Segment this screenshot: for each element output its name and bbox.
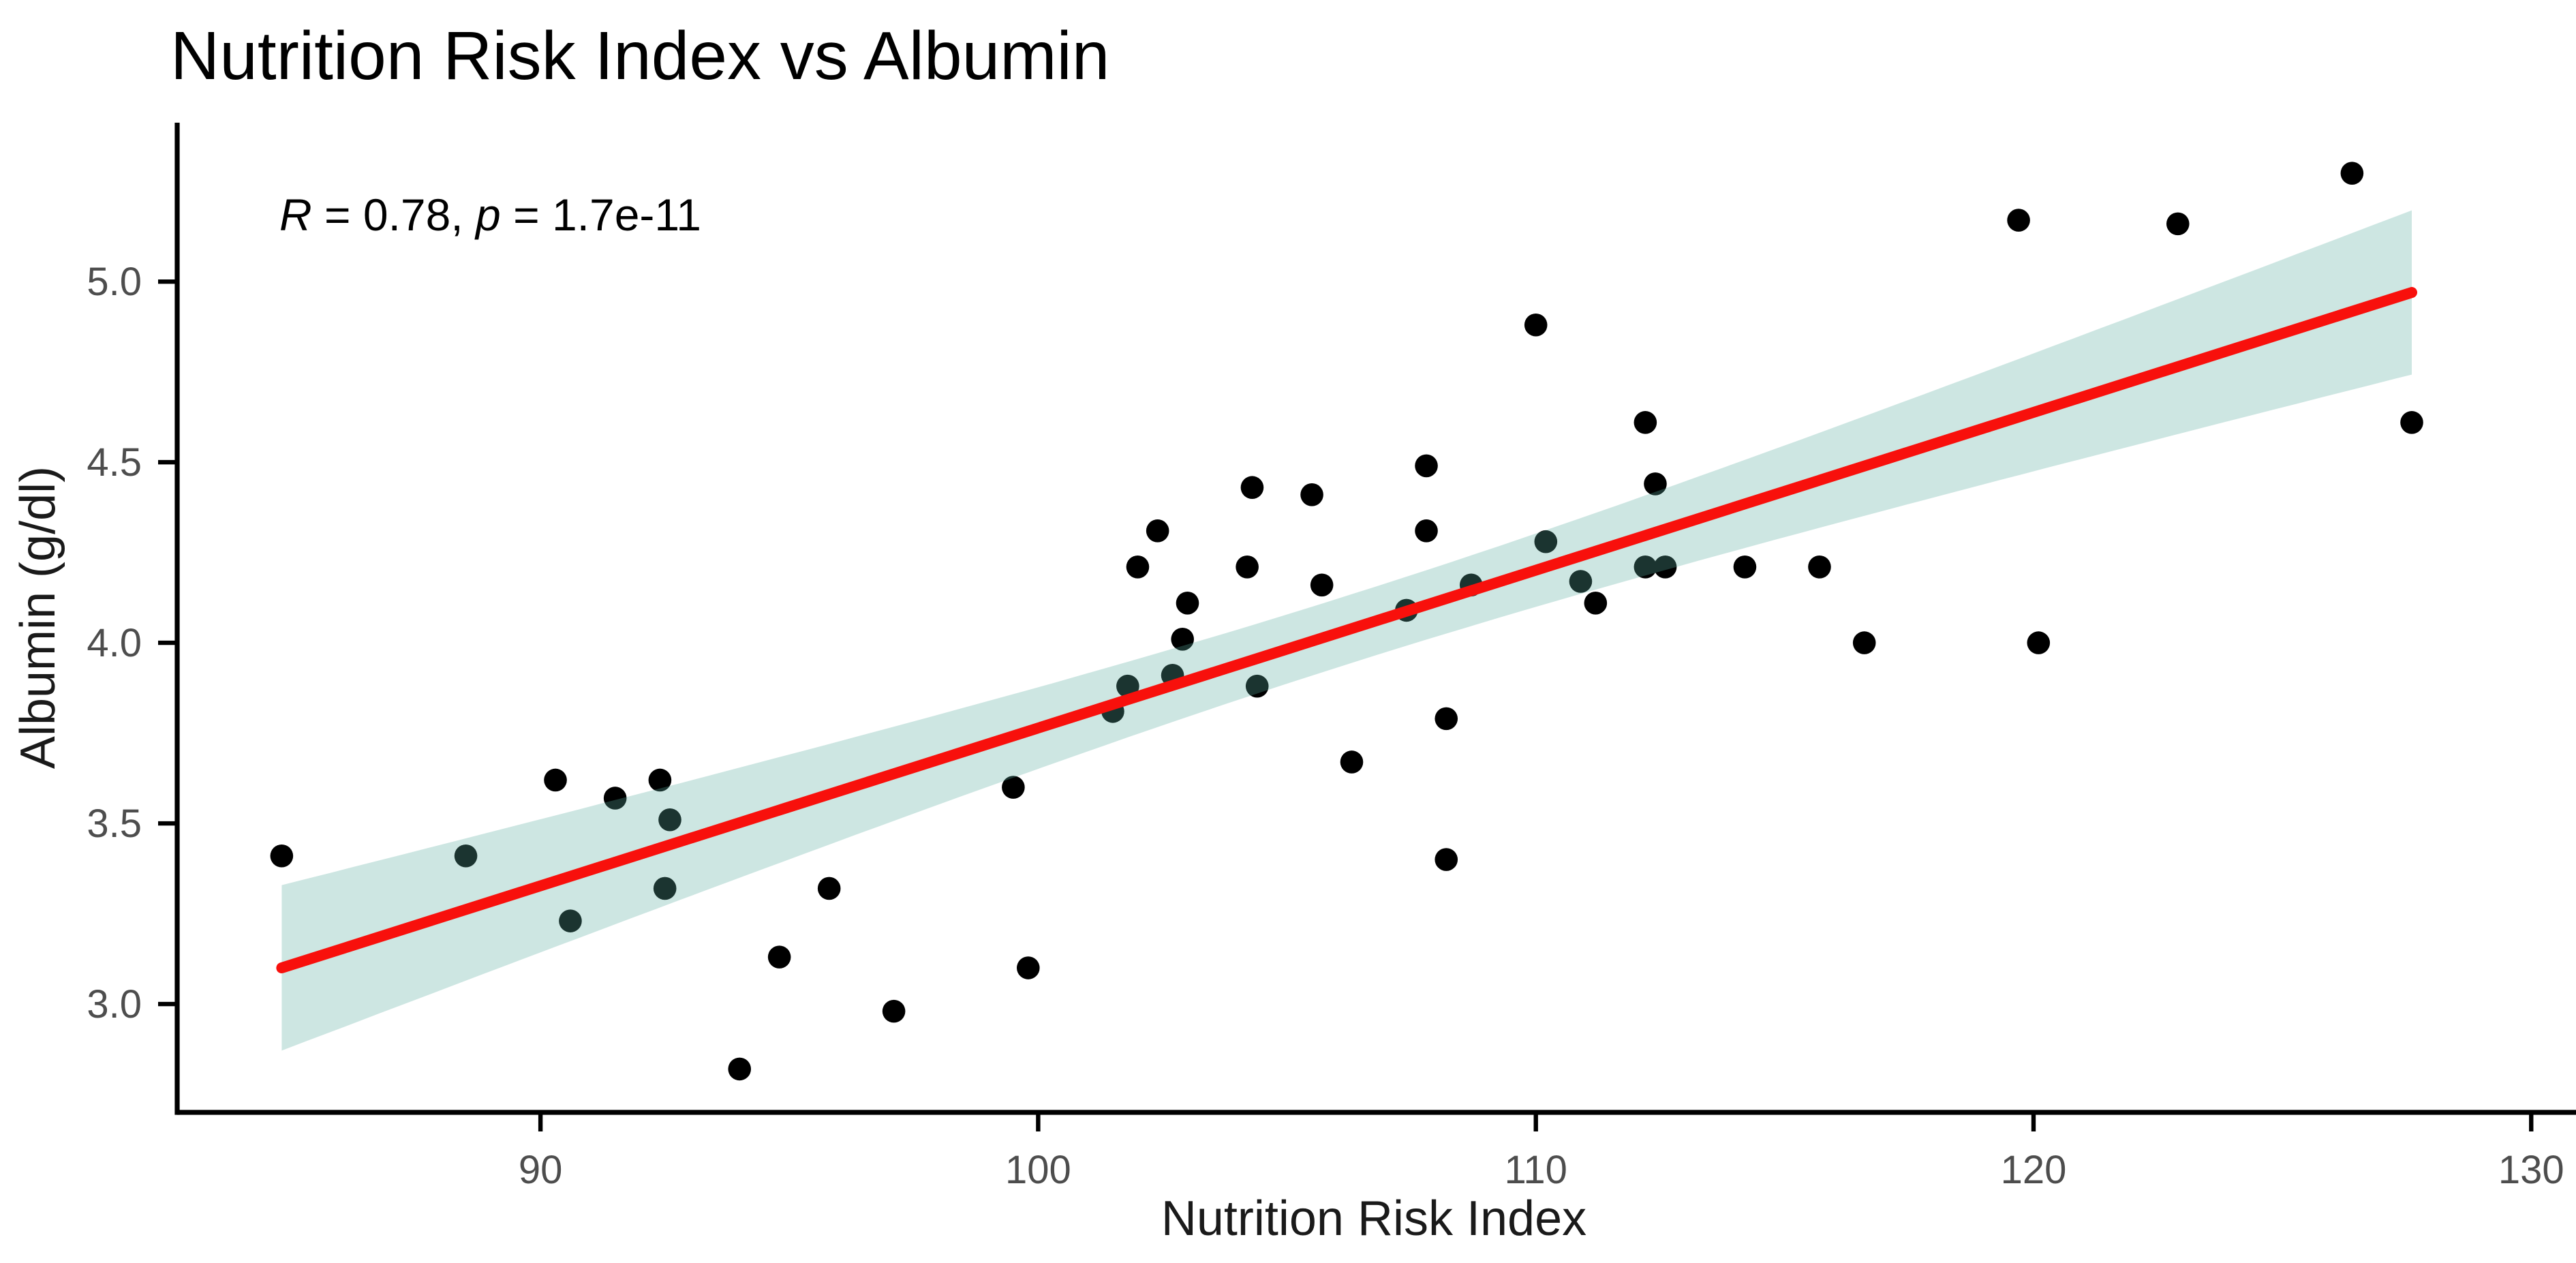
x-tick-label: 120 [2001,1148,2067,1192]
y-tick-label: 3.0 [87,982,142,1026]
data-point [559,909,582,932]
x-tick-label: 100 [1005,1148,1071,1192]
x-tick-label: 130 [2498,1148,2564,1192]
r-symbol: R [279,189,312,240]
x-tick-label: 110 [1504,1148,1567,1192]
data-point [2007,209,2030,232]
data-point [728,1057,752,1081]
y-tick-label: 4.5 [87,440,142,485]
data-point [1016,956,1040,979]
y-tick-label: 4.0 [87,621,142,665]
p-value: = 1.7e-11 [501,189,701,240]
data-point [1236,556,1259,579]
scatter-points [270,162,2423,1081]
x-tick-label: 90 [519,1148,563,1192]
data-point [817,877,841,900]
data-point [2166,212,2190,236]
data-point [1171,627,1194,651]
y-axis-label: Albumin (g/dl) [11,466,65,769]
data-point [1435,707,1458,731]
data-point [1415,519,1438,543]
data-point [1310,573,1334,597]
data-point [653,877,677,900]
data-point [1300,483,1323,506]
data-point [658,808,681,832]
data-point [1634,556,1657,579]
data-point [1644,472,1667,496]
data-point [882,999,906,1023]
y-axis-ticks: 3.0 3.5 4.0 4.5 5.0 [87,260,177,1026]
data-point [1002,776,1025,799]
x-axis-label: Nutrition Risk Index [1161,1191,1586,1246]
data-point [1116,674,1139,698]
data-point [1415,454,1438,478]
data-point [2400,411,2423,434]
p-symbol: p [474,189,501,240]
data-point [603,787,627,810]
data-point [648,768,672,792]
data-point [767,945,791,969]
data-point [1245,674,1269,698]
data-point [2340,162,2364,185]
data-point [1634,411,1657,434]
data-point [1340,750,1364,774]
data-point [1146,519,1169,543]
data-point [270,844,294,868]
data-point [1126,556,1150,579]
data-point [1808,556,1831,579]
data-point [1240,476,1264,500]
data-point [1176,592,1199,615]
y-tick-label: 3.5 [87,802,142,846]
chart-title: Nutrition Risk Index vs Albumin [170,18,1109,94]
data-point [1852,631,1876,654]
data-point [1653,556,1677,579]
data-point [1584,592,1608,615]
regression-line [276,287,2418,974]
r-value: = 0.78, [312,189,476,240]
x-axis-ticks: 90 100 110 120 130 [519,1112,2564,1192]
y-tick-label: 5.0 [87,260,142,304]
data-point [2027,631,2051,654]
data-point [1534,530,1558,553]
data-point [1435,848,1458,871]
data-point [454,844,478,868]
correlation-annotation: R = 0.78, p = 1.7e-11 [279,189,701,240]
data-point [1524,313,1548,337]
data-point [544,768,567,792]
data-point [1569,570,1593,593]
data-point [1733,556,1757,579]
